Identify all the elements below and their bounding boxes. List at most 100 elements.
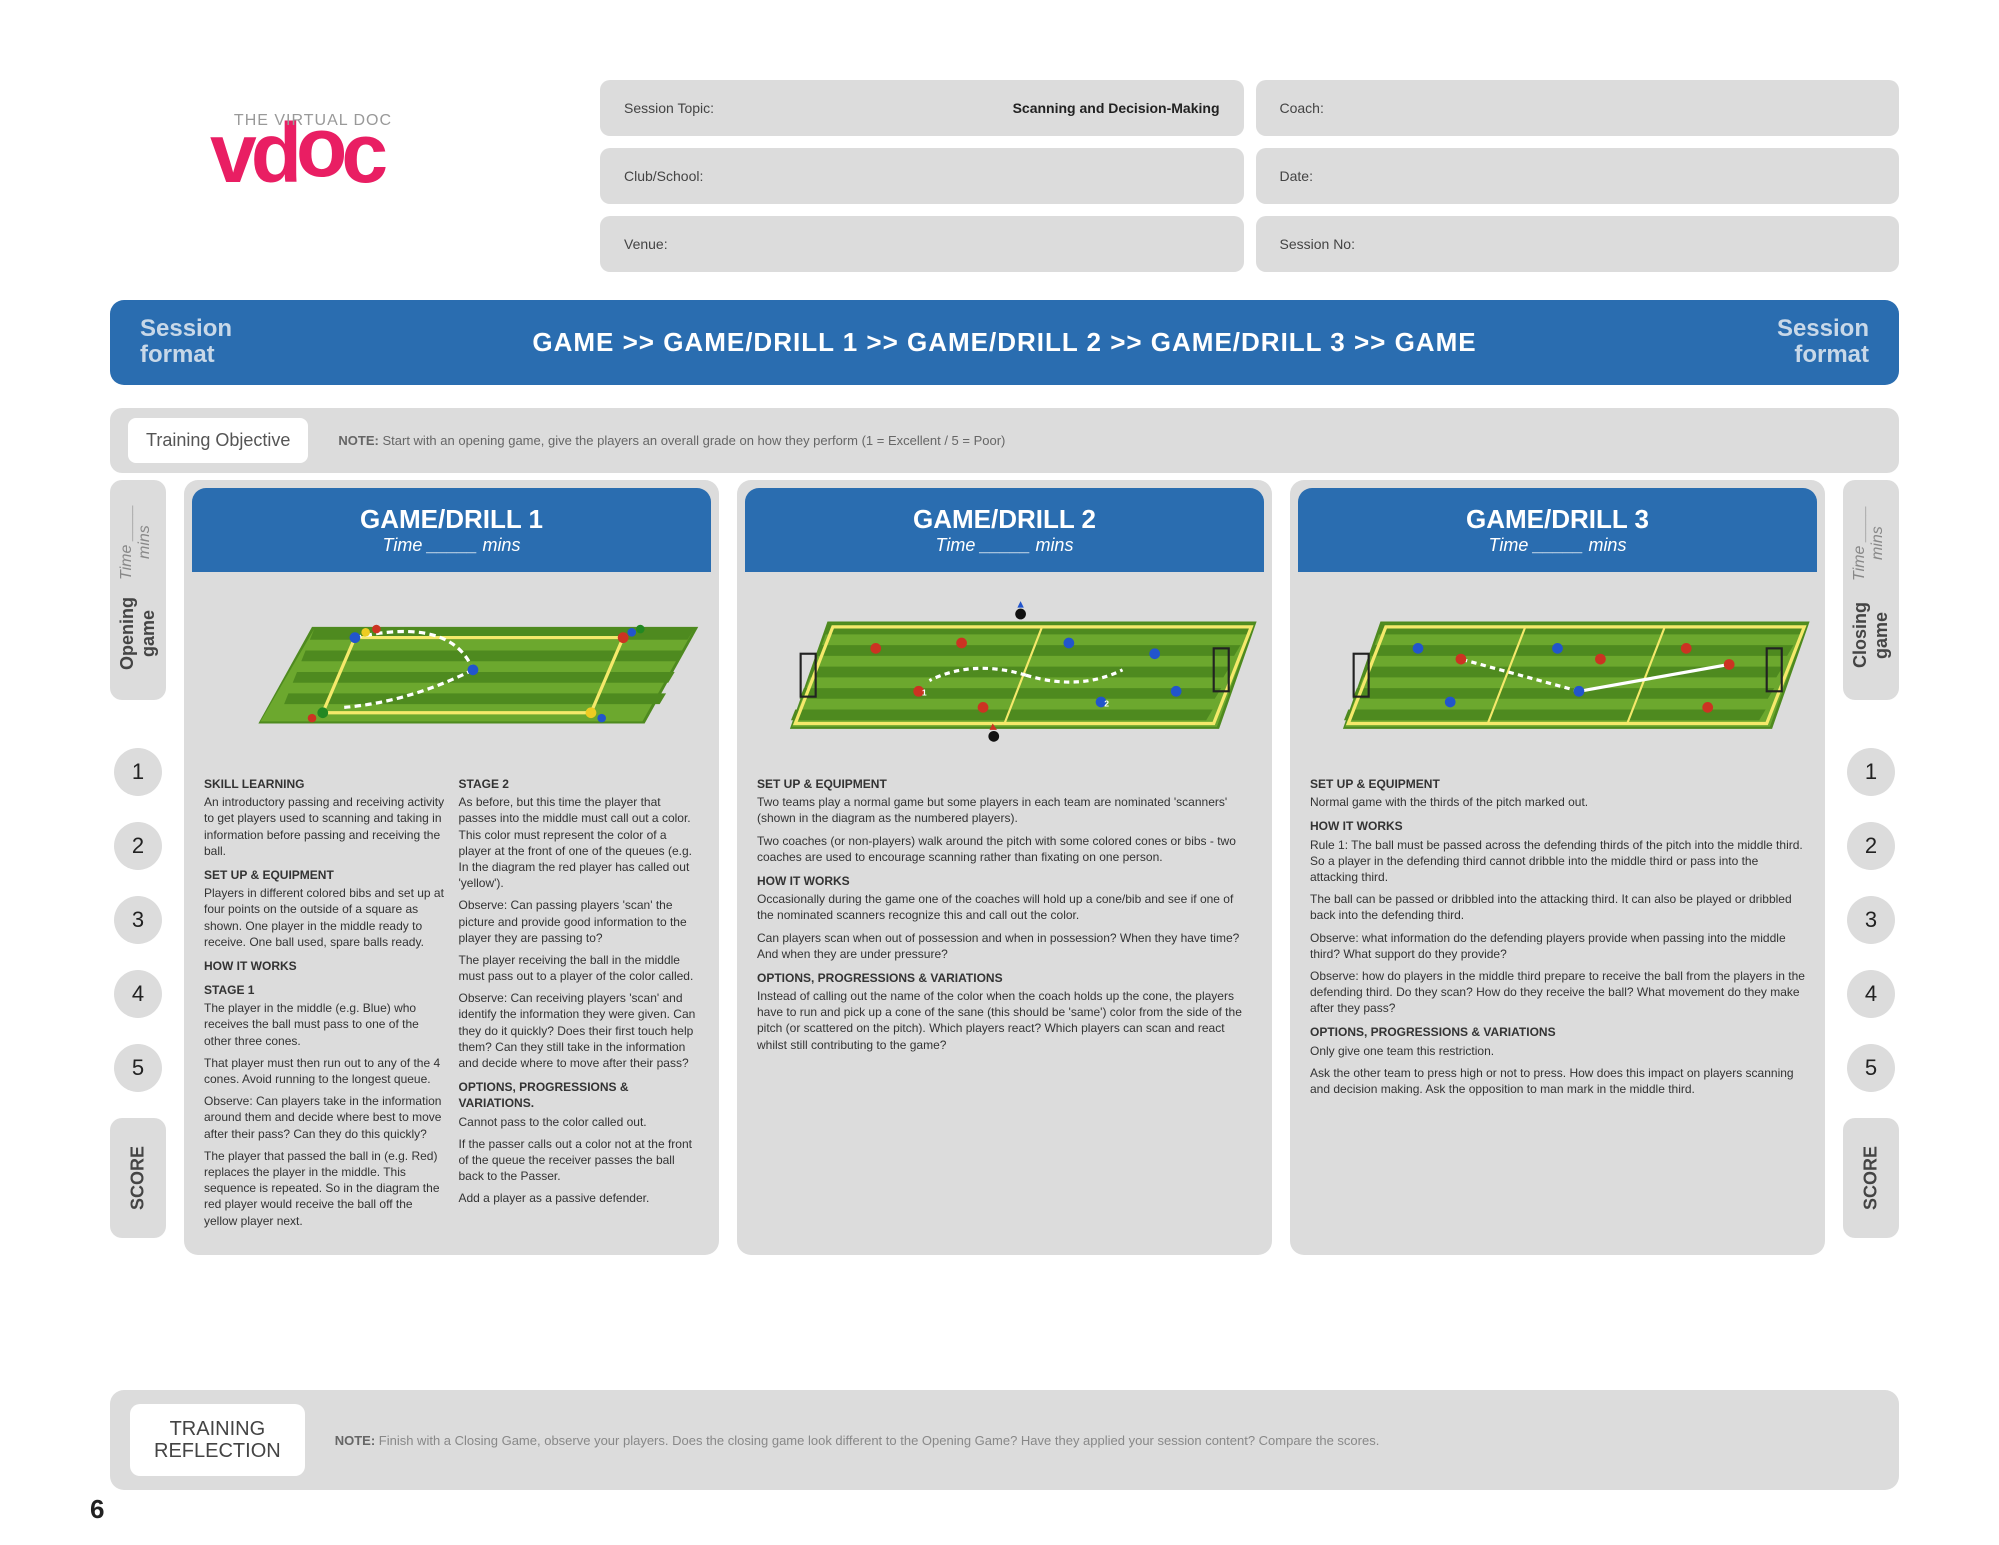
- label: Closing game: [1850, 588, 1892, 682]
- label: Date:: [1280, 168, 1313, 184]
- h: OPTIONS, PROGRESSIONS & VARIATIONS.: [459, 1079, 700, 1111]
- h: OPTIONS, PROGRESSIONS & VARIATIONS: [1310, 1024, 1805, 1040]
- svg-text:1: 1: [922, 688, 927, 698]
- pitch-svg: 1 2: [747, 584, 1262, 754]
- p: An introductory passing and receiving ac…: [204, 794, 445, 859]
- drill-3-diagram: [1300, 584, 1815, 754]
- reflection-note: NOTE: Finish with a Closing Game, observ…: [335, 1433, 1380, 1448]
- score-1-r[interactable]: 1: [1847, 748, 1895, 796]
- drill-3-body: SET UP & EQUIPMENT Normal game with the …: [1290, 758, 1825, 1123]
- p: The player receiving the ball in the mid…: [459, 952, 700, 984]
- field-coach: Coach:: [1256, 80, 1900, 136]
- p: Two teams play a normal game but some pl…: [757, 794, 1252, 826]
- h: OPTIONS, PROGRESSIONS & VARIATIONS: [757, 970, 1252, 986]
- score-3[interactable]: 3: [114, 896, 162, 944]
- drill-1-body: SKILL LEARNING An introductory passing a…: [184, 758, 719, 1255]
- drill-2-header: GAME/DRILL 2 Time _____ mins: [745, 488, 1264, 572]
- note-text: Start with an opening game, give the pla…: [379, 433, 1006, 448]
- label: Club/School:: [624, 168, 703, 184]
- pitch-svg: [1300, 584, 1815, 754]
- h: HOW IT WORKS: [204, 958, 445, 974]
- info-grid: Session Topic: Scanning and Decision-Mak…: [600, 80, 1899, 272]
- score-2[interactable]: 2: [114, 822, 162, 870]
- title: GAME/DRILL 2: [761, 504, 1248, 535]
- note-prefix: NOTE:: [338, 433, 378, 448]
- p: Can players scan when out of possession …: [757, 930, 1252, 962]
- col2: STAGE 2 As before, but this time the pla…: [459, 768, 700, 1235]
- h: SET UP & EQUIPMENT: [1310, 776, 1805, 792]
- col1: SKILL LEARNING An introductory passing a…: [204, 768, 445, 1235]
- p: Observe: Can passing players 'scan' the …: [459, 897, 700, 946]
- label: Opening game: [117, 586, 159, 682]
- h: SET UP & EQUIPMENT: [757, 776, 1252, 792]
- p: Rule 1: The ball must be passed across t…: [1310, 837, 1805, 886]
- session-format-bar: Session format GAME >> GAME/DRILL 1 >> G…: [110, 300, 1899, 385]
- field-club: Club/School:: [600, 148, 1244, 204]
- note-text: Finish with a Closing Game, observe your…: [375, 1433, 1379, 1448]
- h: SKILL LEARNING: [204, 776, 445, 792]
- drill-3-header: GAME/DRILL 3 Time _____ mins: [1298, 488, 1817, 572]
- p: Ask the other team to press high or not …: [1310, 1065, 1805, 1097]
- score-2-r[interactable]: 2: [1847, 822, 1895, 870]
- p: That player must then run out to any of …: [204, 1055, 445, 1087]
- label: Coach:: [1280, 100, 1324, 116]
- drill-2-body: SET UP & EQUIPMENT Two teams play a norm…: [737, 758, 1272, 1079]
- reflection-bar: TRAININGREFLECTION NOTE: Finish with a C…: [110, 1390, 1899, 1490]
- field-date: Date:: [1256, 148, 1900, 204]
- score-1[interactable]: 1: [114, 748, 162, 796]
- score-4-r[interactable]: 4: [1847, 970, 1895, 1018]
- h: STAGE 2: [459, 776, 700, 792]
- p: Normal game with the thirds of the pitch…: [1310, 794, 1805, 810]
- p: The player that passed the ball in (e.g.…: [204, 1148, 445, 1229]
- time: Time _____ mins: [208, 535, 695, 556]
- sf-sequence: GAME >> GAME/DRILL 1 >> GAME/DRILL 2 >> …: [232, 327, 1777, 358]
- drill-1-diagram: [194, 584, 709, 754]
- opening-game-label: Opening game Time ____ mins: [110, 480, 166, 700]
- closing-game-label: Closing game Time ____ mins: [1843, 480, 1899, 700]
- logo: THE VIRTUAL DOC vdoc: [210, 120, 382, 187]
- score-label-right: SCORE: [1843, 1118, 1899, 1238]
- training-objective-bar: Training Objective NOTE: Start with an o…: [110, 408, 1899, 473]
- drill-1-header: GAME/DRILL 1 Time _____ mins: [192, 488, 711, 572]
- p: Cannot pass to the color called out.: [459, 1114, 700, 1130]
- p: Players in different colored bibs and se…: [204, 885, 445, 950]
- p: Two coaches (or non-players) walk around…: [757, 833, 1252, 865]
- title: GAME/DRILL 1: [208, 504, 695, 535]
- side-col-left: Opening game Time ____ mins 1 2 3 4 5 SC…: [110, 480, 166, 1255]
- h: HOW IT WORKS: [1310, 818, 1805, 834]
- page-number: 6: [90, 1494, 104, 1525]
- score-4[interactable]: 4: [114, 970, 162, 1018]
- side-col-right: Closing game Time ____ mins 1 2 3 4 5 SC…: [1843, 480, 1899, 1255]
- label: Session Topic:: [624, 100, 714, 116]
- h: SET UP & EQUIPMENT: [204, 867, 445, 883]
- field-session-no: Session No:: [1256, 216, 1900, 272]
- drill-2-diagram: 1 2: [747, 584, 1262, 754]
- score-3-r[interactable]: 3: [1847, 896, 1895, 944]
- field-venue: Venue:: [600, 216, 1244, 272]
- training-objective-note: NOTE: Start with an opening game, give t…: [338, 433, 1005, 448]
- field-session-topic: Session Topic: Scanning and Decision-Mak…: [600, 80, 1244, 136]
- note-prefix: NOTE:: [335, 1433, 375, 1448]
- drill-3: GAME/DRILL 3 Time _____ mins: [1290, 480, 1825, 1255]
- logo-text: vdoc: [210, 120, 382, 187]
- pitch-svg: [194, 584, 709, 754]
- sub: Time ____ mins: [118, 498, 154, 586]
- time: Time _____ mins: [761, 535, 1248, 556]
- score-label-left: SCORE: [110, 1118, 166, 1238]
- score-5[interactable]: 5: [114, 1044, 162, 1092]
- p: Observe: Can receiving players 'scan' an…: [459, 990, 700, 1071]
- p: As before, but this time the player that…: [459, 794, 700, 891]
- label: Venue:: [624, 236, 668, 252]
- score-5-r[interactable]: 5: [1847, 1044, 1895, 1092]
- p: Instead of calling out the name of the c…: [757, 988, 1252, 1053]
- p: Add a player as a passive defender.: [459, 1190, 700, 1206]
- p: Observe: how do players in the middle th…: [1310, 968, 1805, 1017]
- h: STAGE 1: [204, 982, 445, 998]
- h: HOW IT WORKS: [757, 873, 1252, 889]
- p: The ball can be passed or dribbled into …: [1310, 891, 1805, 923]
- p: Observe: Can players take in the informa…: [204, 1093, 445, 1142]
- p: Occasionally during the game one of the …: [757, 891, 1252, 923]
- training-objective-title: Training Objective: [128, 418, 308, 463]
- drill-2: GAME/DRILL 2 Time _____ mins: [737, 480, 1272, 1255]
- drill-1: GAME/DRILL 1 Time _____ mins: [184, 480, 719, 1255]
